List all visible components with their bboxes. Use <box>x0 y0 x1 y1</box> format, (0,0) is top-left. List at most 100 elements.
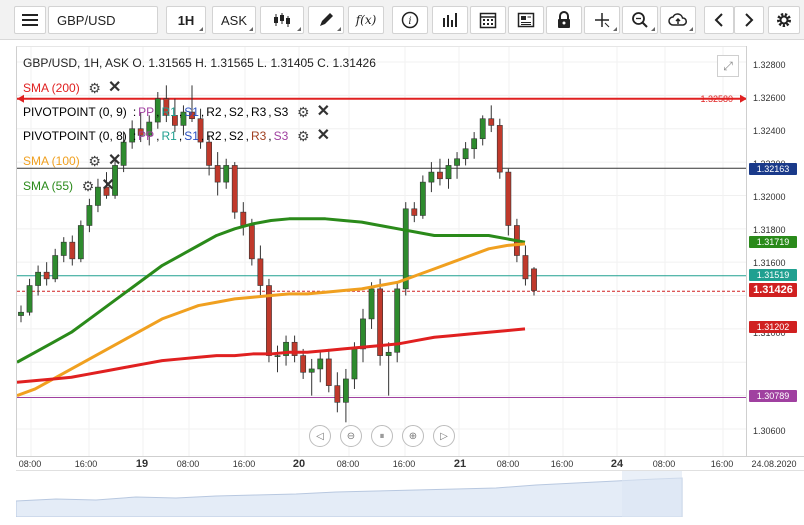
indicators-button[interactable]: f(x) <box>348 6 384 34</box>
settings-button[interactable] <box>768 6 800 34</box>
hamburger-menu-icon[interactable] <box>14 6 46 34</box>
candle-body <box>43 271 50 280</box>
price-tag: 1.31519 <box>749 269 797 281</box>
candle-body <box>214 165 221 183</box>
time-axis[interactable]: 08:00 16:00 19 08:00 16:00 20 08:00 16:00 21 08:0… <box>16 456 804 470</box>
gear-icon[interactable]: ⚙ <box>88 80 101 96</box>
arrow-right-icon <box>740 94 746 103</box>
symbol-label: GBP/USD <box>57 12 116 28</box>
lock-button[interactable] <box>546 6 582 34</box>
chevron-left-icon[interactable]: ◁ <box>309 425 331 447</box>
s3-label: S3 <box>273 129 289 143</box>
zoom-in-icon[interactable]: ⊕ <box>402 425 424 447</box>
price-tick-label: 1.30600 <box>753 426 786 436</box>
time-tick-label: 08:00 <box>176 459 200 469</box>
candle-body <box>223 165 230 183</box>
time-tick-label: 16:00 <box>550 459 574 469</box>
pp-label: PP <box>138 129 155 143</box>
crosshair-button[interactable] <box>584 6 620 34</box>
chevron-right-icon[interactable]: ▷ <box>433 425 455 447</box>
expand-icon[interactable]: ⤢ <box>717 55 739 77</box>
calendar-icon <box>479 12 497 29</box>
time-tick-label: 16:00 <box>232 459 256 469</box>
navigator[interactable] <box>15 470 804 518</box>
candle-body <box>496 125 503 173</box>
scroll-left-button[interactable] <box>704 6 734 34</box>
candle-body <box>266 285 272 356</box>
candle-body <box>385 351 392 356</box>
calendar-button[interactable] <box>470 6 506 34</box>
crosshair-icon <box>595 13 610 28</box>
candle-body <box>103 186 110 196</box>
candle-body <box>231 165 238 213</box>
s3-label: S3 <box>273 105 289 119</box>
magnifier-icon <box>632 12 648 28</box>
close-icon[interactable]: ✕ <box>108 79 122 96</box>
gear-icon <box>777 13 791 27</box>
price-tag: 1.31426 <box>749 283 797 297</box>
reset-zoom-icon[interactable]: ⏸ <box>371 425 393 447</box>
candle-body <box>334 385 341 403</box>
horizontal-line-label: 1.32580 <box>700 94 733 104</box>
close-icon[interactable]: ✕ <box>101 177 115 194</box>
zoom-out-icon[interactable]: ⊖ <box>340 425 362 447</box>
candle-body <box>197 118 204 143</box>
candle-body <box>60 241 67 256</box>
candle-body <box>26 285 33 313</box>
gear-icon[interactable]: ⚙ <box>81 178 95 194</box>
candle-body <box>411 208 418 216</box>
zoom-button[interactable] <box>622 6 658 34</box>
legend-label: SMA (100) <box>23 154 80 168</box>
sma-line <box>17 242 526 398</box>
candle-body <box>52 255 59 280</box>
sma-line <box>17 217 526 364</box>
info-button[interactable]: i <box>392 6 428 34</box>
legend-label: SMA (200) <box>23 81 80 95</box>
chart-type-button[interactable] <box>260 6 304 34</box>
gear-icon[interactable]: ⚙ <box>297 104 310 120</box>
price-tag: 1.32163 <box>749 163 797 175</box>
r3-label: R3 <box>250 105 267 119</box>
cloud-save-button[interactable] <box>660 6 696 34</box>
close-icon[interactable]: ✕ <box>316 127 331 144</box>
candle-body <box>291 341 298 356</box>
time-tick-label: 24 <box>610 458 624 470</box>
navigator-overview <box>15 471 683 518</box>
r3-label: R3 <box>250 129 267 143</box>
chevron-left-icon <box>714 13 723 27</box>
price-tick-label: 1.32600 <box>753 93 786 103</box>
candle-body <box>77 225 84 260</box>
volume-button[interactable] <box>432 6 468 34</box>
candlestick-icon <box>274 13 290 27</box>
candle-body <box>35 271 41 286</box>
fx-label: f(x) <box>355 13 377 27</box>
time-tick-label: 16:00 <box>392 459 416 469</box>
legend-sma-55: SMA (55) ⚙ ✕ <box>23 177 115 194</box>
candle-body <box>445 165 452 180</box>
time-tick-label: 08:00 <box>18 459 42 469</box>
candle-body <box>146 121 153 136</box>
chart-plot-area[interactable]: 1.32580 GBP/USD, 1H, ASK O. 1.31565 H. 1… <box>16 46 746 456</box>
scroll-right-button[interactable] <box>734 6 764 34</box>
gear-icon[interactable]: ⚙ <box>297 128 310 144</box>
candle-body <box>180 111 187 126</box>
price-tick-label: 1.32000 <box>753 192 786 202</box>
news-button[interactable] <box>508 6 544 34</box>
timeframe-button[interactable]: 1H <box>166 6 206 34</box>
price-tick-label: 1.32400 <box>753 126 786 136</box>
close-icon[interactable]: ✕ <box>108 152 122 169</box>
candle-body <box>86 205 93 226</box>
close-icon[interactable]: ✕ <box>316 103 331 120</box>
symbol-selector[interactable]: GBP/USD <box>48 6 158 34</box>
time-tick-label: 16:00 <box>710 459 734 469</box>
sma-line <box>17 327 526 384</box>
time-tick-label: 19 <box>135 458 149 470</box>
price-tag: 1.31719 <box>749 236 797 248</box>
candle-body <box>137 128 144 136</box>
drawing-tools-button[interactable] <box>308 6 344 34</box>
bar-chart-icon <box>443 13 457 27</box>
price-type-button[interactable]: ASK <box>212 6 256 34</box>
gear-icon[interactable]: ⚙ <box>88 153 101 169</box>
price-axis[interactable]: 1.328001.326001.324001.322001.320001.318… <box>746 46 804 456</box>
